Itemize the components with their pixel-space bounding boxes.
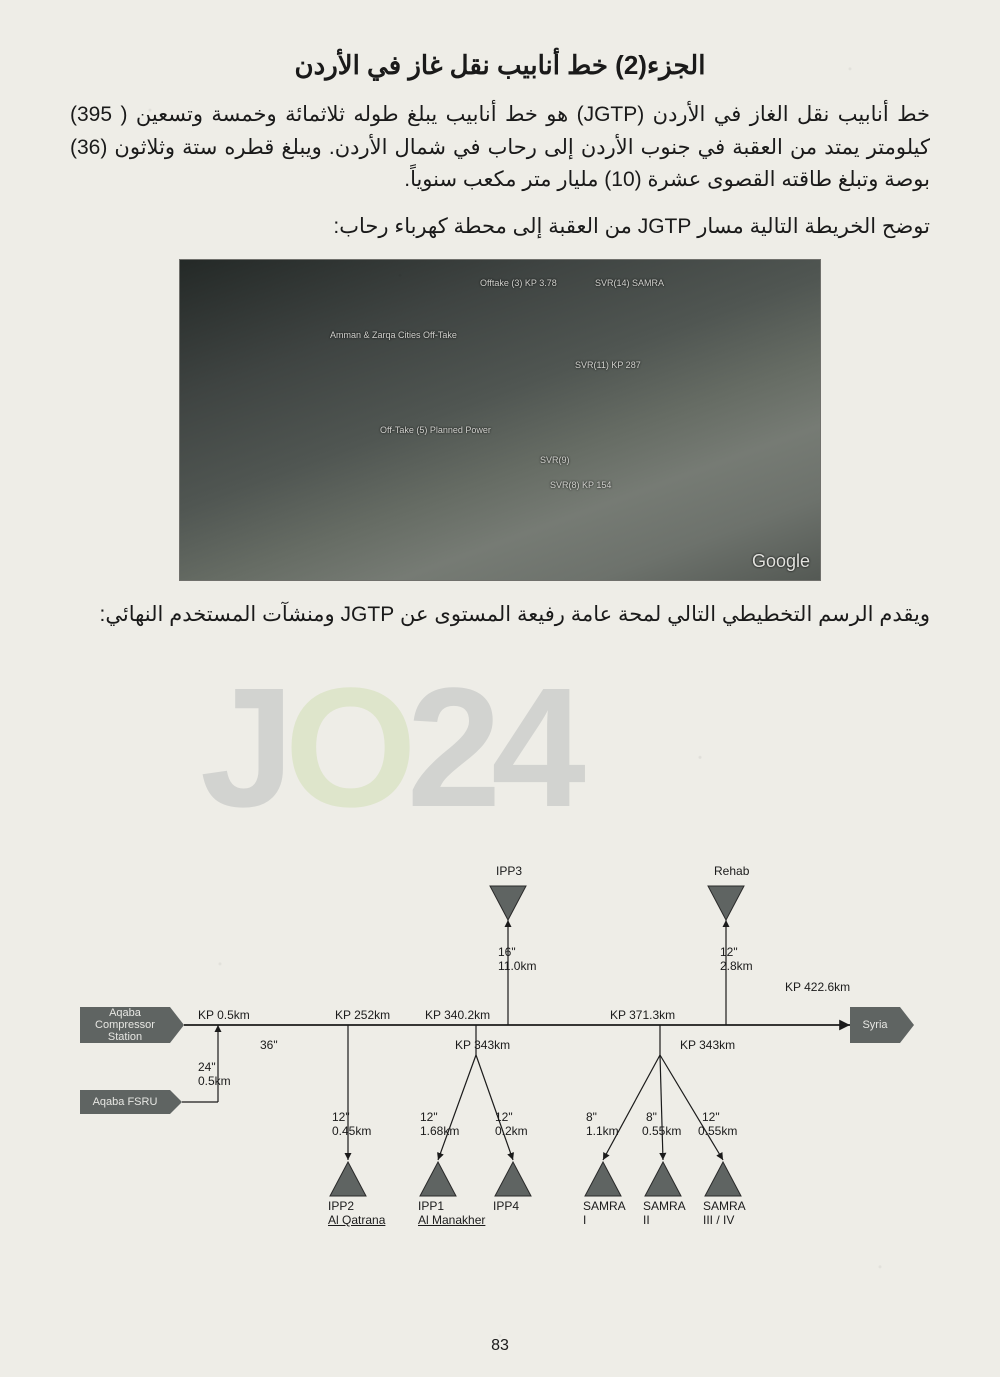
kp-label: KP 252km	[335, 1008, 390, 1022]
branch-label: 1.1km	[586, 1124, 619, 1138]
kp-label: KP 343km	[680, 1038, 735, 1052]
map-label: SVR(8) KP 154	[550, 480, 611, 490]
page-title: الجزء(2) خط أنابيب نقل غاز في الأردن	[70, 50, 930, 81]
map-label: SVR(14) SAMRA	[595, 278, 664, 288]
google-watermark: Google	[752, 551, 810, 572]
branch-label: 0.2km	[495, 1124, 528, 1138]
branch-label: 0.45km	[332, 1124, 371, 1138]
branch-label: 24"	[198, 1060, 216, 1074]
branch-label: 36"	[260, 1038, 278, 1052]
pipeline-schematic: AqabaCompressorStation Aqaba FSRU Syria …	[80, 880, 910, 1280]
map-label: Amman & Zarqa Cities Off-Take	[330, 330, 457, 340]
triangle-label-top: Rehab	[714, 864, 749, 878]
kp-label: KP 422.6km	[785, 980, 850, 994]
triangle-label-bottom: SAMRAII	[643, 1200, 686, 1228]
triangle-label-bottom: SAMRAIII / IV	[703, 1200, 746, 1228]
branch-label: 12"	[702, 1110, 720, 1124]
map-label: SVR(9)	[540, 455, 570, 465]
paragraph-2: توضح الخريطة التالية مسار JGTP من العقبة…	[70, 211, 930, 244]
box-label: AqabaCompressorStation	[95, 1007, 155, 1043]
triangle-label-bottom: IPP1Al Manakher	[418, 1200, 485, 1228]
watermark-2: 2	[407, 653, 492, 843]
kp-label: KP 0.5km	[198, 1008, 250, 1022]
box-syria: Syria	[850, 1007, 900, 1043]
paragraph-3: ويقدم الرسم التخطيطي التالي لمحة عامة رف…	[70, 599, 930, 632]
branch-label: 8"	[586, 1110, 597, 1124]
kp-label: KP 371.3km	[610, 1008, 675, 1022]
paragraph-1: خط أنابيب نقل الغاز في الأردن (JGTP) هو …	[70, 99, 930, 197]
jo24-watermark: JO24	[200, 650, 576, 846]
branch-label: 12"	[495, 1110, 513, 1124]
branch-label: 12"	[420, 1110, 438, 1124]
branch-label: 1.68km	[420, 1124, 459, 1138]
map-label: Off-Take (5) Planned Power	[380, 425, 491, 435]
triangle-label-top: IPP3	[496, 864, 522, 878]
branch-label: 0.55km	[642, 1124, 681, 1138]
watermark-j: J	[200, 653, 285, 843]
kp-label: KP 340.2km	[425, 1008, 490, 1022]
watermark-4: 4	[491, 653, 576, 843]
map-label: Offtake (3) KP 3.78	[480, 278, 557, 288]
branch-label: 12"	[720, 945, 738, 959]
branch-label: 2.8km	[720, 959, 753, 973]
triangle-label-bottom: IPP4	[493, 1200, 519, 1214]
map-figure: Offtake (3) KP 3.78 SVR(14) SAMRA Amman & …	[179, 259, 821, 581]
box-label: Aqaba FSRU	[93, 1096, 158, 1108]
box-aqaba-fsru: Aqaba FSRU	[80, 1090, 170, 1114]
branch-label: 0.5km	[198, 1074, 231, 1088]
branch-label: 16"	[498, 945, 516, 959]
branch-label: 12"	[332, 1110, 350, 1124]
box-label: Syria	[862, 1019, 887, 1031]
map-label: SVR(11) KP 287	[575, 360, 641, 370]
page-number: 83	[0, 1337, 1000, 1355]
kp-label: KP 343km	[455, 1038, 510, 1052]
branch-label: 11.0km	[498, 959, 536, 973]
branch-label: 0.55km	[698, 1124, 737, 1138]
triangle-label-bottom: IPP2Al Qatrana	[328, 1200, 385, 1228]
watermark-o: O	[285, 653, 407, 843]
branch-label: 8"	[646, 1110, 657, 1124]
document-page: الجزء(2) خط أنابيب نقل غاز في الأردن خط …	[0, 0, 1000, 1377]
triangle-label-bottom: SAMRAI	[583, 1200, 626, 1228]
box-aqaba-compressor: AqabaCompressorStation	[80, 1007, 170, 1043]
